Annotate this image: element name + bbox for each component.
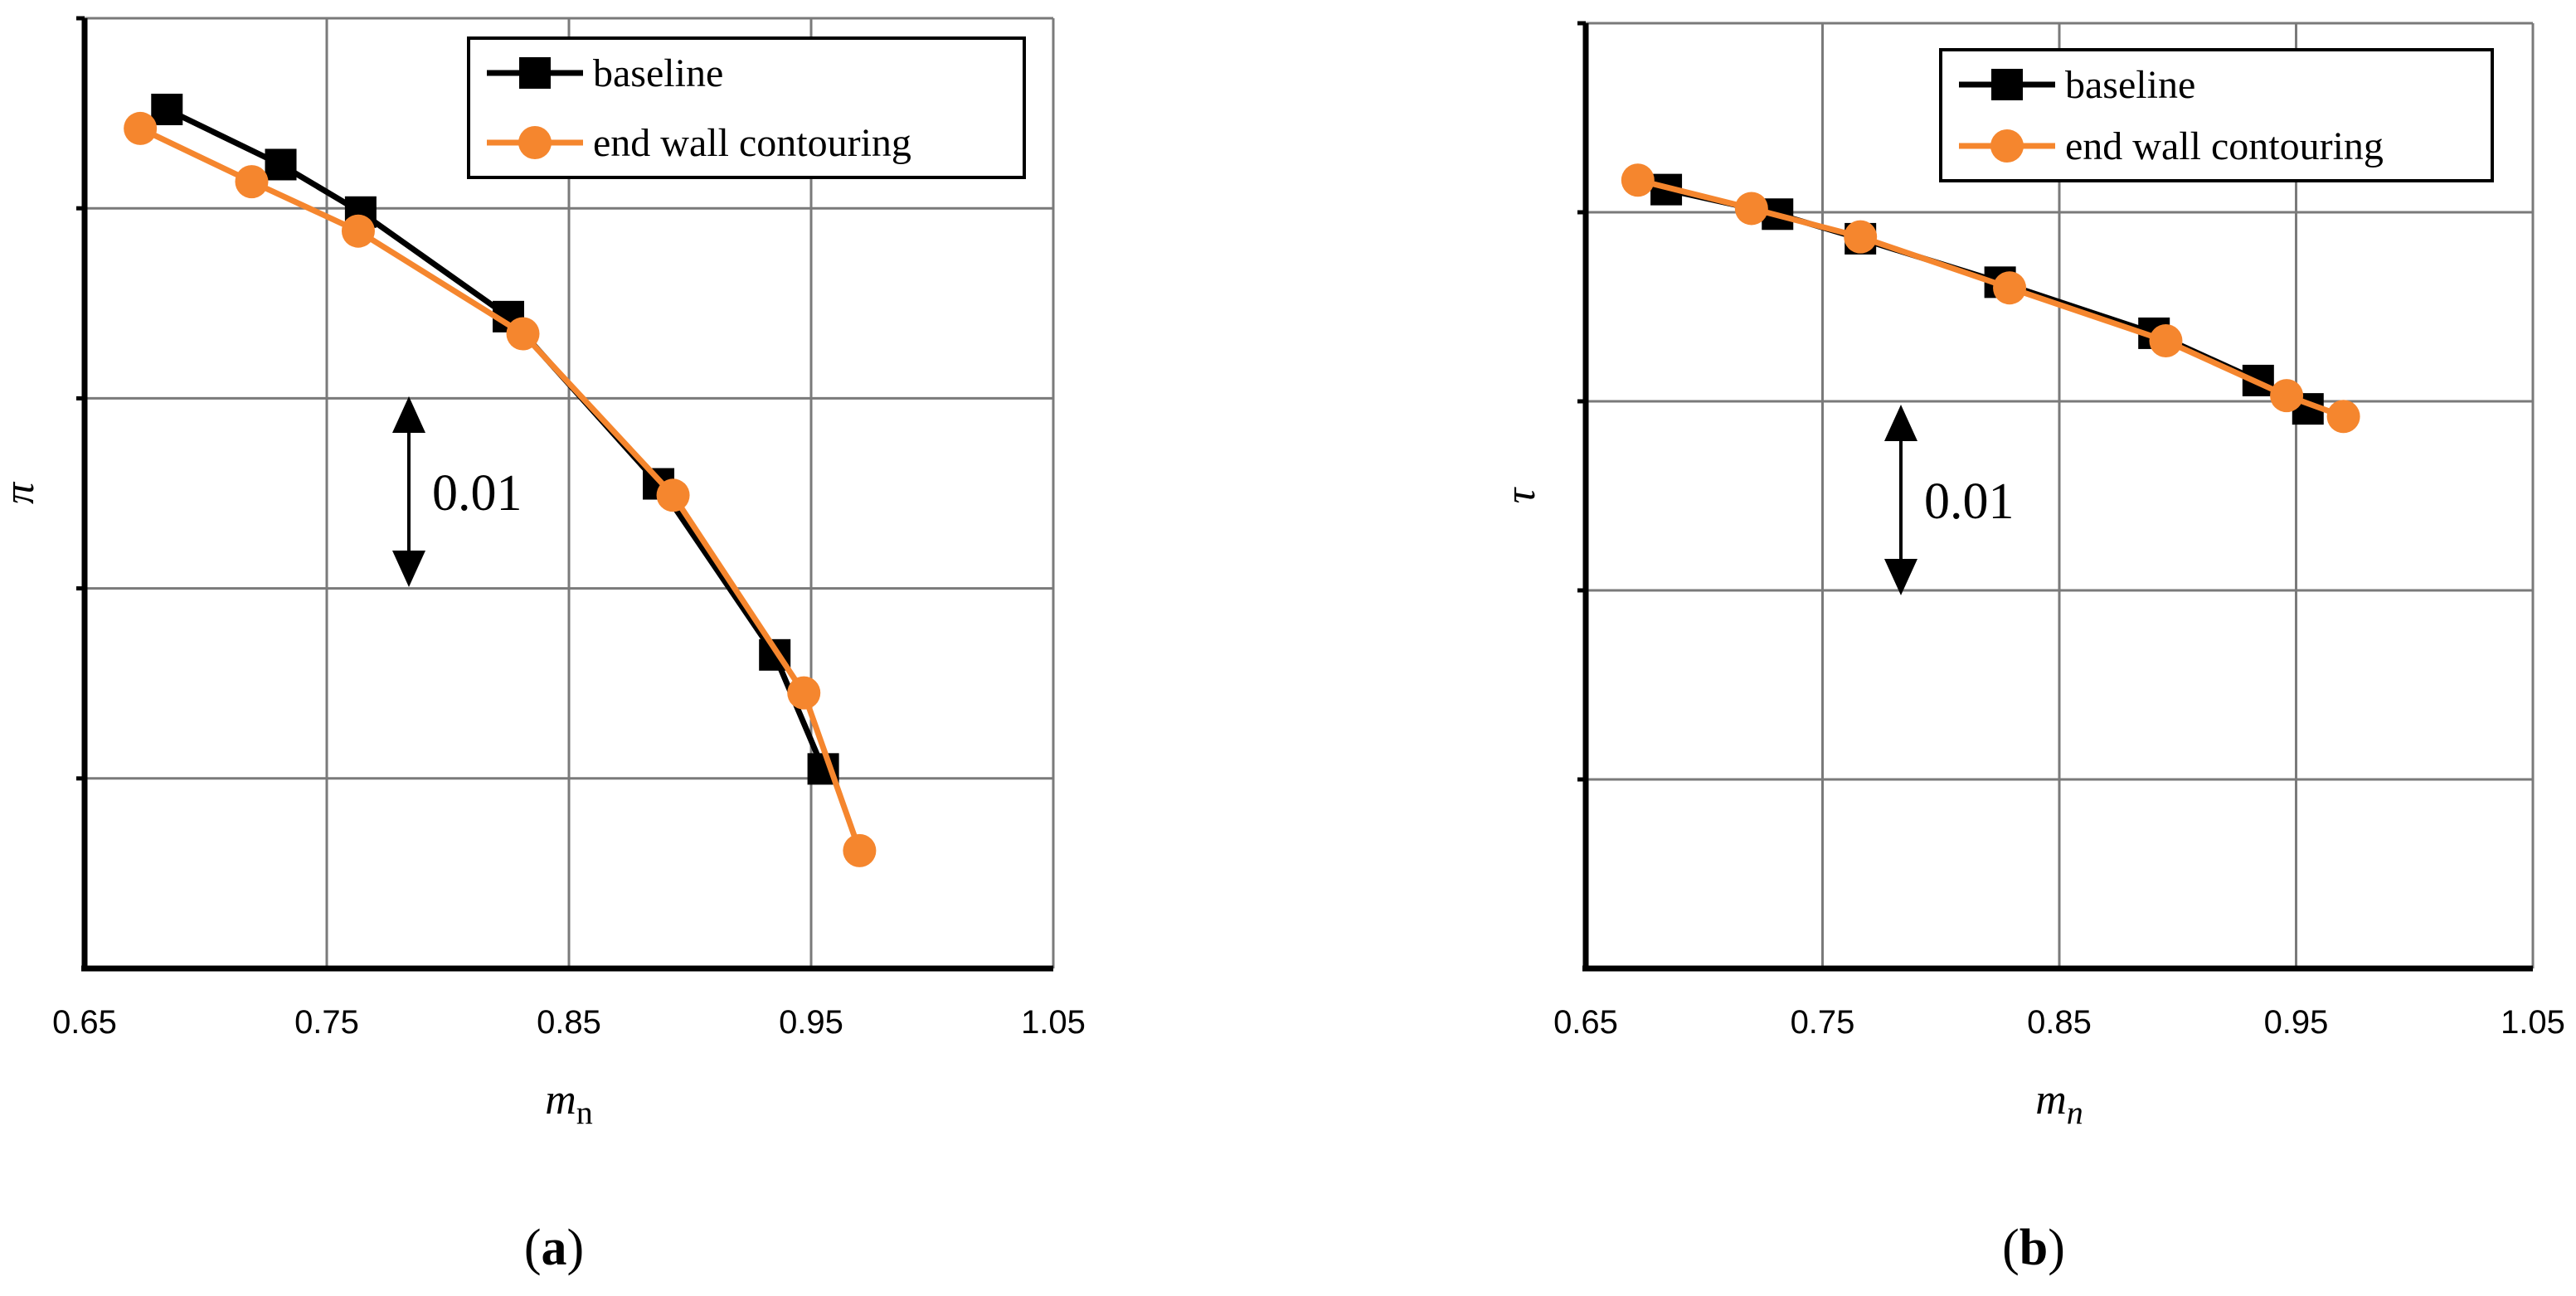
x-tick-label: 1.05 (2501, 1004, 2565, 1041)
panel-caption: (a) (524, 1220, 584, 1276)
x-tick-label: 0.95 (2264, 1004, 2329, 1041)
scale-arrow-head-up (392, 396, 425, 433)
x-tick-label: 0.65 (1553, 1004, 1618, 1041)
caption-letter: b (2019, 1220, 2048, 1276)
end-wall-contouring-point (843, 833, 877, 867)
x-tick-label: 1.05 (1021, 1004, 1086, 1041)
end-wall-contouring-point (235, 165, 269, 199)
caption-close: ) (2048, 1220, 2065, 1276)
baseline-point (265, 148, 297, 181)
x-tick-label: 0.95 (779, 1004, 843, 1041)
x-tick-label: 0.75 (1791, 1004, 1855, 1041)
y-axis-title: π (0, 481, 43, 504)
legend-box (1939, 48, 2494, 182)
panel-a: 0.65 0.75 0.85 0.95 1.05 mn π 0.01 baseline end w… (0, 16, 1086, 1276)
caption-open: ( (524, 1220, 542, 1276)
caption-letter: a (542, 1220, 567, 1276)
scale-arrow-head-up (1884, 405, 1917, 441)
x-axis-title: mn (2035, 1076, 2083, 1131)
x-tick-label: 0.65 (52, 1004, 117, 1041)
end-wall-contouring-point (2149, 324, 2183, 358)
caption-open: ( (2002, 1220, 2019, 1276)
legend-label: end wall contouring (593, 121, 911, 165)
end-wall-contouring-point (656, 478, 690, 512)
scale-annotation-label: 0.01 (1924, 473, 2015, 530)
x-axis-title: mn (545, 1076, 593, 1131)
baseline-point (151, 94, 183, 126)
legend-marker-square (1991, 69, 2023, 100)
x-axis-title-main: m (2035, 1076, 2067, 1124)
end-wall-contouring-point (787, 676, 821, 710)
end-wall-contouring-point (2270, 379, 2304, 413)
end-wall-contouring-point (1844, 220, 1878, 254)
x-tick-label: 0.75 (294, 1004, 359, 1041)
legend-marker-circle (518, 126, 552, 159)
legend-label: baseline (593, 51, 723, 95)
legend-box (467, 36, 1026, 179)
caption-close: ) (567, 1220, 585, 1276)
legend-label: baseline (2065, 63, 2195, 107)
scale-arrow-head-down (1884, 559, 1917, 595)
scale-arrow-head-down (392, 551, 425, 587)
end-wall-contouring-point (1993, 271, 2027, 305)
end-wall-contouring-point (1734, 192, 1768, 226)
x-tick-label: 0.85 (537, 1004, 601, 1041)
scale-annotation-label: 0.01 (432, 465, 522, 522)
legend-marker-square (519, 57, 551, 89)
end-wall-contouring-point (341, 214, 375, 248)
end-wall-contouring-point (124, 111, 158, 145)
x-axis-title-sub: n (576, 1094, 593, 1131)
panel-caption: (b) (2002, 1220, 2065, 1276)
end-wall-contouring-point (2326, 400, 2360, 434)
legend-label: end wall contouring (2065, 124, 2384, 168)
x-axis-title-sub: n (2067, 1094, 2083, 1131)
legend-marker-circle (1990, 129, 2024, 163)
y-axis-title: τ (1497, 486, 1544, 503)
x-tick-label: 0.85 (2027, 1004, 2092, 1041)
end-wall-contouring-point (1621, 163, 1655, 197)
x-axis-title-main: m (545, 1076, 576, 1124)
end-wall-contouring-point (506, 317, 540, 351)
panel-b: 0.65 0.75 0.85 0.95 1.05 mn τ 0.01 baseline end w… (1497, 21, 2565, 1276)
